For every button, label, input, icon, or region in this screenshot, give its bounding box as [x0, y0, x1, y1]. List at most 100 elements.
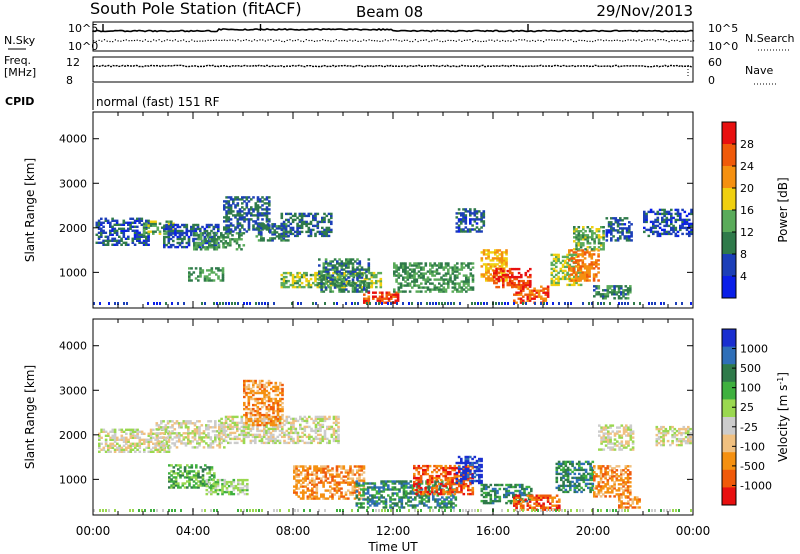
range-cell: [118, 450, 121, 453]
range-cell: [339, 273, 342, 277]
range-cell: [262, 237, 265, 240]
range-cell: [358, 479, 361, 482]
range-cell: [349, 465, 352, 468]
range-cell: [324, 258, 328, 261]
range-cell: [535, 295, 539, 298]
range-cell: [164, 438, 168, 441]
range-cell: [203, 279, 207, 282]
range-cell: [338, 278, 341, 281]
range-cell: [295, 487, 298, 490]
range-cell: [217, 269, 220, 272]
range-cell: [317, 467, 321, 470]
range-cell: [208, 269, 211, 272]
range-cell: [337, 435, 340, 439]
range-cell: [407, 498, 410, 501]
range-cell: [245, 427, 248, 431]
range-cell: [597, 246, 601, 249]
range-cell: [623, 237, 627, 240]
range-cell: [404, 264, 407, 267]
range-cell: [210, 269, 214, 272]
range-cell: [354, 282, 357, 285]
range-cell: [460, 280, 464, 283]
range-cell: [327, 212, 331, 216]
range-cell: [238, 214, 242, 217]
range-cell: [187, 442, 190, 445]
range-cell: [375, 500, 379, 503]
y-tick-label: 3000: [59, 177, 87, 190]
range-cell: [360, 473, 364, 476]
range-cell: [417, 264, 421, 267]
range-cell: [228, 492, 231, 496]
range-cell: [329, 290, 332, 293]
range-cell: [156, 226, 160, 229]
nsearch-point: [229, 39, 231, 41]
range-cell: [365, 297, 368, 300]
range-cell: [204, 484, 207, 487]
range-cell: [326, 441, 329, 445]
range-cell: [311, 473, 314, 476]
range-cell: [263, 214, 267, 217]
range-cell: [287, 234, 290, 238]
range-cell: [654, 218, 657, 222]
range-cell: [630, 235, 633, 238]
range-cell: [285, 421, 289, 425]
range-cell: [389, 498, 392, 501]
range-cell: [612, 217, 615, 220]
range-cell: [249, 395, 253, 399]
range-cell: [291, 273, 295, 277]
range-cell: [310, 429, 313, 433]
range-cell: [256, 409, 260, 413]
range-cell: [526, 269, 530, 273]
range-cell: [588, 273, 591, 276]
range-cell: [405, 486, 408, 489]
range-cell: [193, 248, 196, 251]
range-cell: [314, 437, 318, 441]
range-cell: [324, 262, 328, 265]
range-cell: [169, 231, 173, 235]
range-cell: [438, 302, 440, 305]
range-cell: [227, 202, 231, 205]
range-cell: [469, 214, 472, 217]
range-cell: [138, 440, 142, 443]
range-cell: [215, 246, 219, 249]
range-cell: [320, 481, 323, 484]
range-cell: [298, 279, 302, 283]
range-cell: [616, 223, 620, 226]
range-cell: [590, 263, 594, 266]
range-cell: [250, 214, 253, 217]
range-cell: [438, 266, 441, 269]
range-cell: [261, 200, 264, 203]
range-cell: [597, 242, 601, 245]
range-cell: [230, 484, 233, 488]
range-cell: [453, 302, 455, 305]
range-cell: [252, 407, 255, 411]
range-cell: [279, 415, 282, 419]
range-cell: [497, 285, 501, 289]
range-cell: [356, 284, 359, 287]
range-cell: [268, 196, 271, 199]
range-cell: [327, 228, 331, 232]
range-cell: [528, 293, 532, 296]
range-cell: [426, 302, 428, 305]
range-cell: [489, 265, 493, 268]
range-cell: [447, 264, 450, 267]
range-cell: [406, 282, 410, 285]
range-cell: [333, 258, 337, 261]
range-cell: [568, 263, 572, 267]
range-cell: [234, 206, 237, 209]
range-cell: [340, 290, 344, 293]
range-cell: [584, 248, 587, 251]
range-cell: [552, 283, 556, 287]
range-cell: [593, 232, 596, 235]
range-cell: [572, 267, 576, 270]
range-cell: [214, 436, 217, 439]
range-cell: [469, 210, 472, 213]
range-cell: [331, 282, 335, 285]
nsearch-point: [114, 39, 116, 41]
range-cell: [261, 208, 264, 211]
range-cell: [321, 435, 325, 439]
range-cell: [236, 212, 240, 215]
range-cell: [358, 268, 362, 271]
range-cell: [581, 249, 585, 252]
range-cell: [213, 246, 216, 249]
